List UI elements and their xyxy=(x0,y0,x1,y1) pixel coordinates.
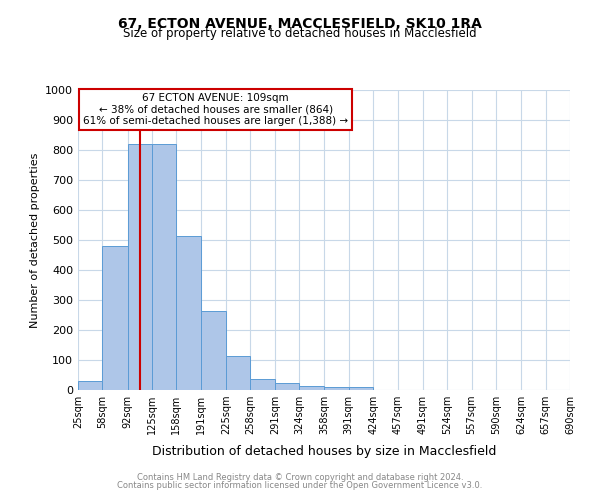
Bar xyxy=(250,378,275,390)
Bar xyxy=(349,388,373,390)
Bar xyxy=(103,246,128,390)
Bar xyxy=(201,310,226,390)
Bar xyxy=(325,388,349,390)
Bar xyxy=(275,384,299,390)
Bar xyxy=(299,386,325,390)
Bar xyxy=(152,144,176,390)
Text: Contains public sector information licensed under the Open Government Licence v3: Contains public sector information licen… xyxy=(118,481,482,490)
Text: Size of property relative to detached houses in Macclesfield: Size of property relative to detached ho… xyxy=(123,28,477,40)
Text: 67, ECTON AVENUE, MACCLESFIELD, SK10 1RA: 67, ECTON AVENUE, MACCLESFIELD, SK10 1RA xyxy=(118,18,482,32)
Bar xyxy=(78,381,103,390)
X-axis label: Distribution of detached houses by size in Macclesfield: Distribution of detached houses by size … xyxy=(152,446,496,458)
Text: Contains HM Land Registry data © Crown copyright and database right 2024.: Contains HM Land Registry data © Crown c… xyxy=(137,472,463,482)
Bar xyxy=(226,356,250,390)
Y-axis label: Number of detached properties: Number of detached properties xyxy=(29,152,40,328)
Text: 67 ECTON AVENUE: 109sqm
← 38% of detached houses are smaller (864)
61% of semi-d: 67 ECTON AVENUE: 109sqm ← 38% of detache… xyxy=(83,93,349,126)
Bar xyxy=(176,236,201,390)
Bar xyxy=(128,144,152,390)
